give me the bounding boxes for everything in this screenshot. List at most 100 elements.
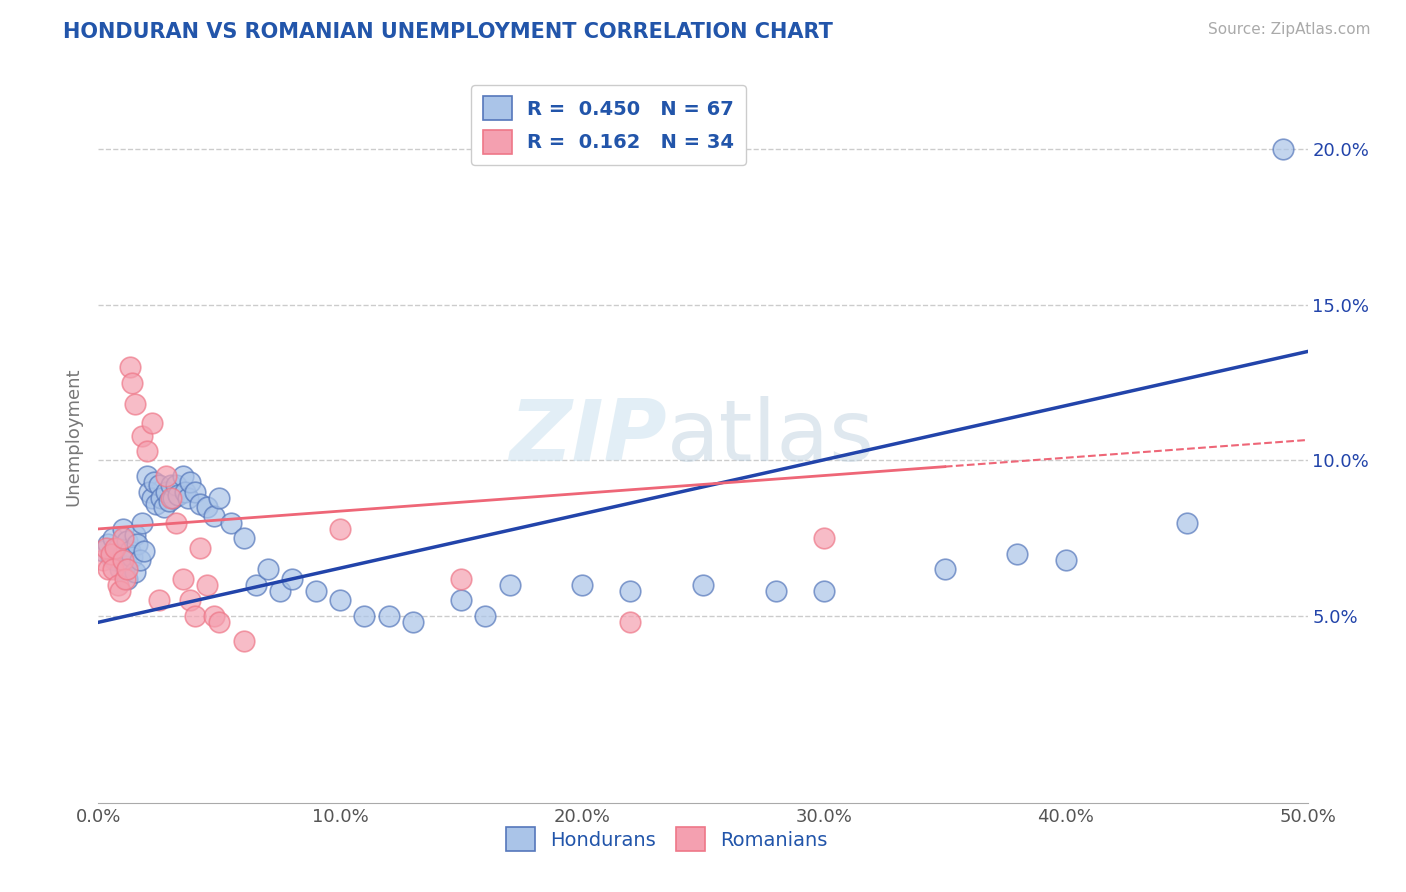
Point xyxy=(813,531,835,545)
Point xyxy=(353,609,375,624)
Point xyxy=(100,547,122,561)
Point xyxy=(91,543,114,558)
Point xyxy=(160,491,183,505)
Point xyxy=(1175,516,1198,530)
Point xyxy=(121,376,143,390)
Text: atlas: atlas xyxy=(666,395,875,479)
Point xyxy=(619,615,641,630)
Point xyxy=(114,572,136,586)
Point xyxy=(204,509,226,524)
Point xyxy=(765,584,787,599)
Point xyxy=(232,531,254,545)
Point xyxy=(167,488,190,502)
Point xyxy=(305,584,328,599)
Y-axis label: Unemployment: Unemployment xyxy=(65,368,83,507)
Point xyxy=(118,359,141,374)
Point xyxy=(155,469,177,483)
Point xyxy=(232,634,254,648)
Point xyxy=(377,609,399,624)
Point xyxy=(91,553,114,567)
Point xyxy=(256,562,278,576)
Point xyxy=(498,578,520,592)
Point xyxy=(111,522,134,536)
Point xyxy=(101,531,124,545)
Point xyxy=(114,559,136,574)
Point xyxy=(195,500,218,515)
Point xyxy=(813,584,835,599)
Point xyxy=(111,531,134,545)
Point xyxy=(157,494,180,508)
Point xyxy=(108,562,131,576)
Point xyxy=(179,475,201,490)
Point xyxy=(188,497,211,511)
Point xyxy=(131,516,153,530)
Point xyxy=(117,562,139,576)
Point xyxy=(135,469,157,483)
Point xyxy=(1007,547,1029,561)
Point xyxy=(155,484,177,499)
Point xyxy=(134,543,156,558)
Point xyxy=(204,609,226,624)
Point xyxy=(184,484,207,499)
Text: HONDURAN VS ROMANIAN UNEMPLOYMENT CORRELATION CHART: HONDURAN VS ROMANIAN UNEMPLOYMENT CORREL… xyxy=(63,22,834,42)
Text: ZIP: ZIP xyxy=(509,395,666,479)
Point xyxy=(94,541,117,555)
Point xyxy=(141,491,163,505)
Point xyxy=(108,584,131,599)
Point xyxy=(329,593,352,607)
Point xyxy=(138,484,160,499)
Point xyxy=(117,572,139,586)
Point xyxy=(143,475,166,490)
Point xyxy=(111,547,134,561)
Point xyxy=(329,522,352,536)
Point xyxy=(117,534,139,549)
Point xyxy=(160,478,183,492)
Point xyxy=(188,541,211,555)
Legend: Hondurans, Romanians: Hondurans, Romanians xyxy=(498,820,835,859)
Point xyxy=(571,578,593,592)
Point xyxy=(131,428,153,442)
Point xyxy=(1054,553,1077,567)
Point xyxy=(450,593,472,607)
Point xyxy=(104,541,127,555)
Point xyxy=(450,572,472,586)
Point xyxy=(124,528,146,542)
Point xyxy=(402,615,425,630)
Point xyxy=(128,553,150,567)
Text: Source: ZipAtlas.com: Source: ZipAtlas.com xyxy=(1208,22,1371,37)
Point xyxy=(208,615,231,630)
Point xyxy=(104,553,127,567)
Point xyxy=(107,578,129,592)
Point xyxy=(97,537,120,551)
Point xyxy=(162,491,184,505)
Point xyxy=(101,562,124,576)
Point xyxy=(111,553,134,567)
Point xyxy=(172,469,194,483)
Point xyxy=(124,566,146,580)
Point xyxy=(100,549,122,564)
Point xyxy=(245,578,267,592)
Point xyxy=(184,609,207,624)
Point xyxy=(97,562,120,576)
Point xyxy=(127,537,149,551)
Point xyxy=(281,572,304,586)
Point xyxy=(474,609,496,624)
Point xyxy=(118,543,141,558)
Point xyxy=(152,500,174,515)
Point xyxy=(1272,142,1295,156)
Point xyxy=(107,541,129,555)
Point xyxy=(269,584,291,599)
Point xyxy=(165,516,187,530)
Point xyxy=(179,593,201,607)
Point xyxy=(221,516,243,530)
Point xyxy=(195,578,218,592)
Point xyxy=(124,397,146,411)
Point xyxy=(619,584,641,599)
Point xyxy=(174,484,197,499)
Point xyxy=(148,593,170,607)
Point xyxy=(165,478,187,492)
Point xyxy=(172,572,194,586)
Point xyxy=(692,578,714,592)
Point xyxy=(148,478,170,492)
Point xyxy=(145,497,167,511)
